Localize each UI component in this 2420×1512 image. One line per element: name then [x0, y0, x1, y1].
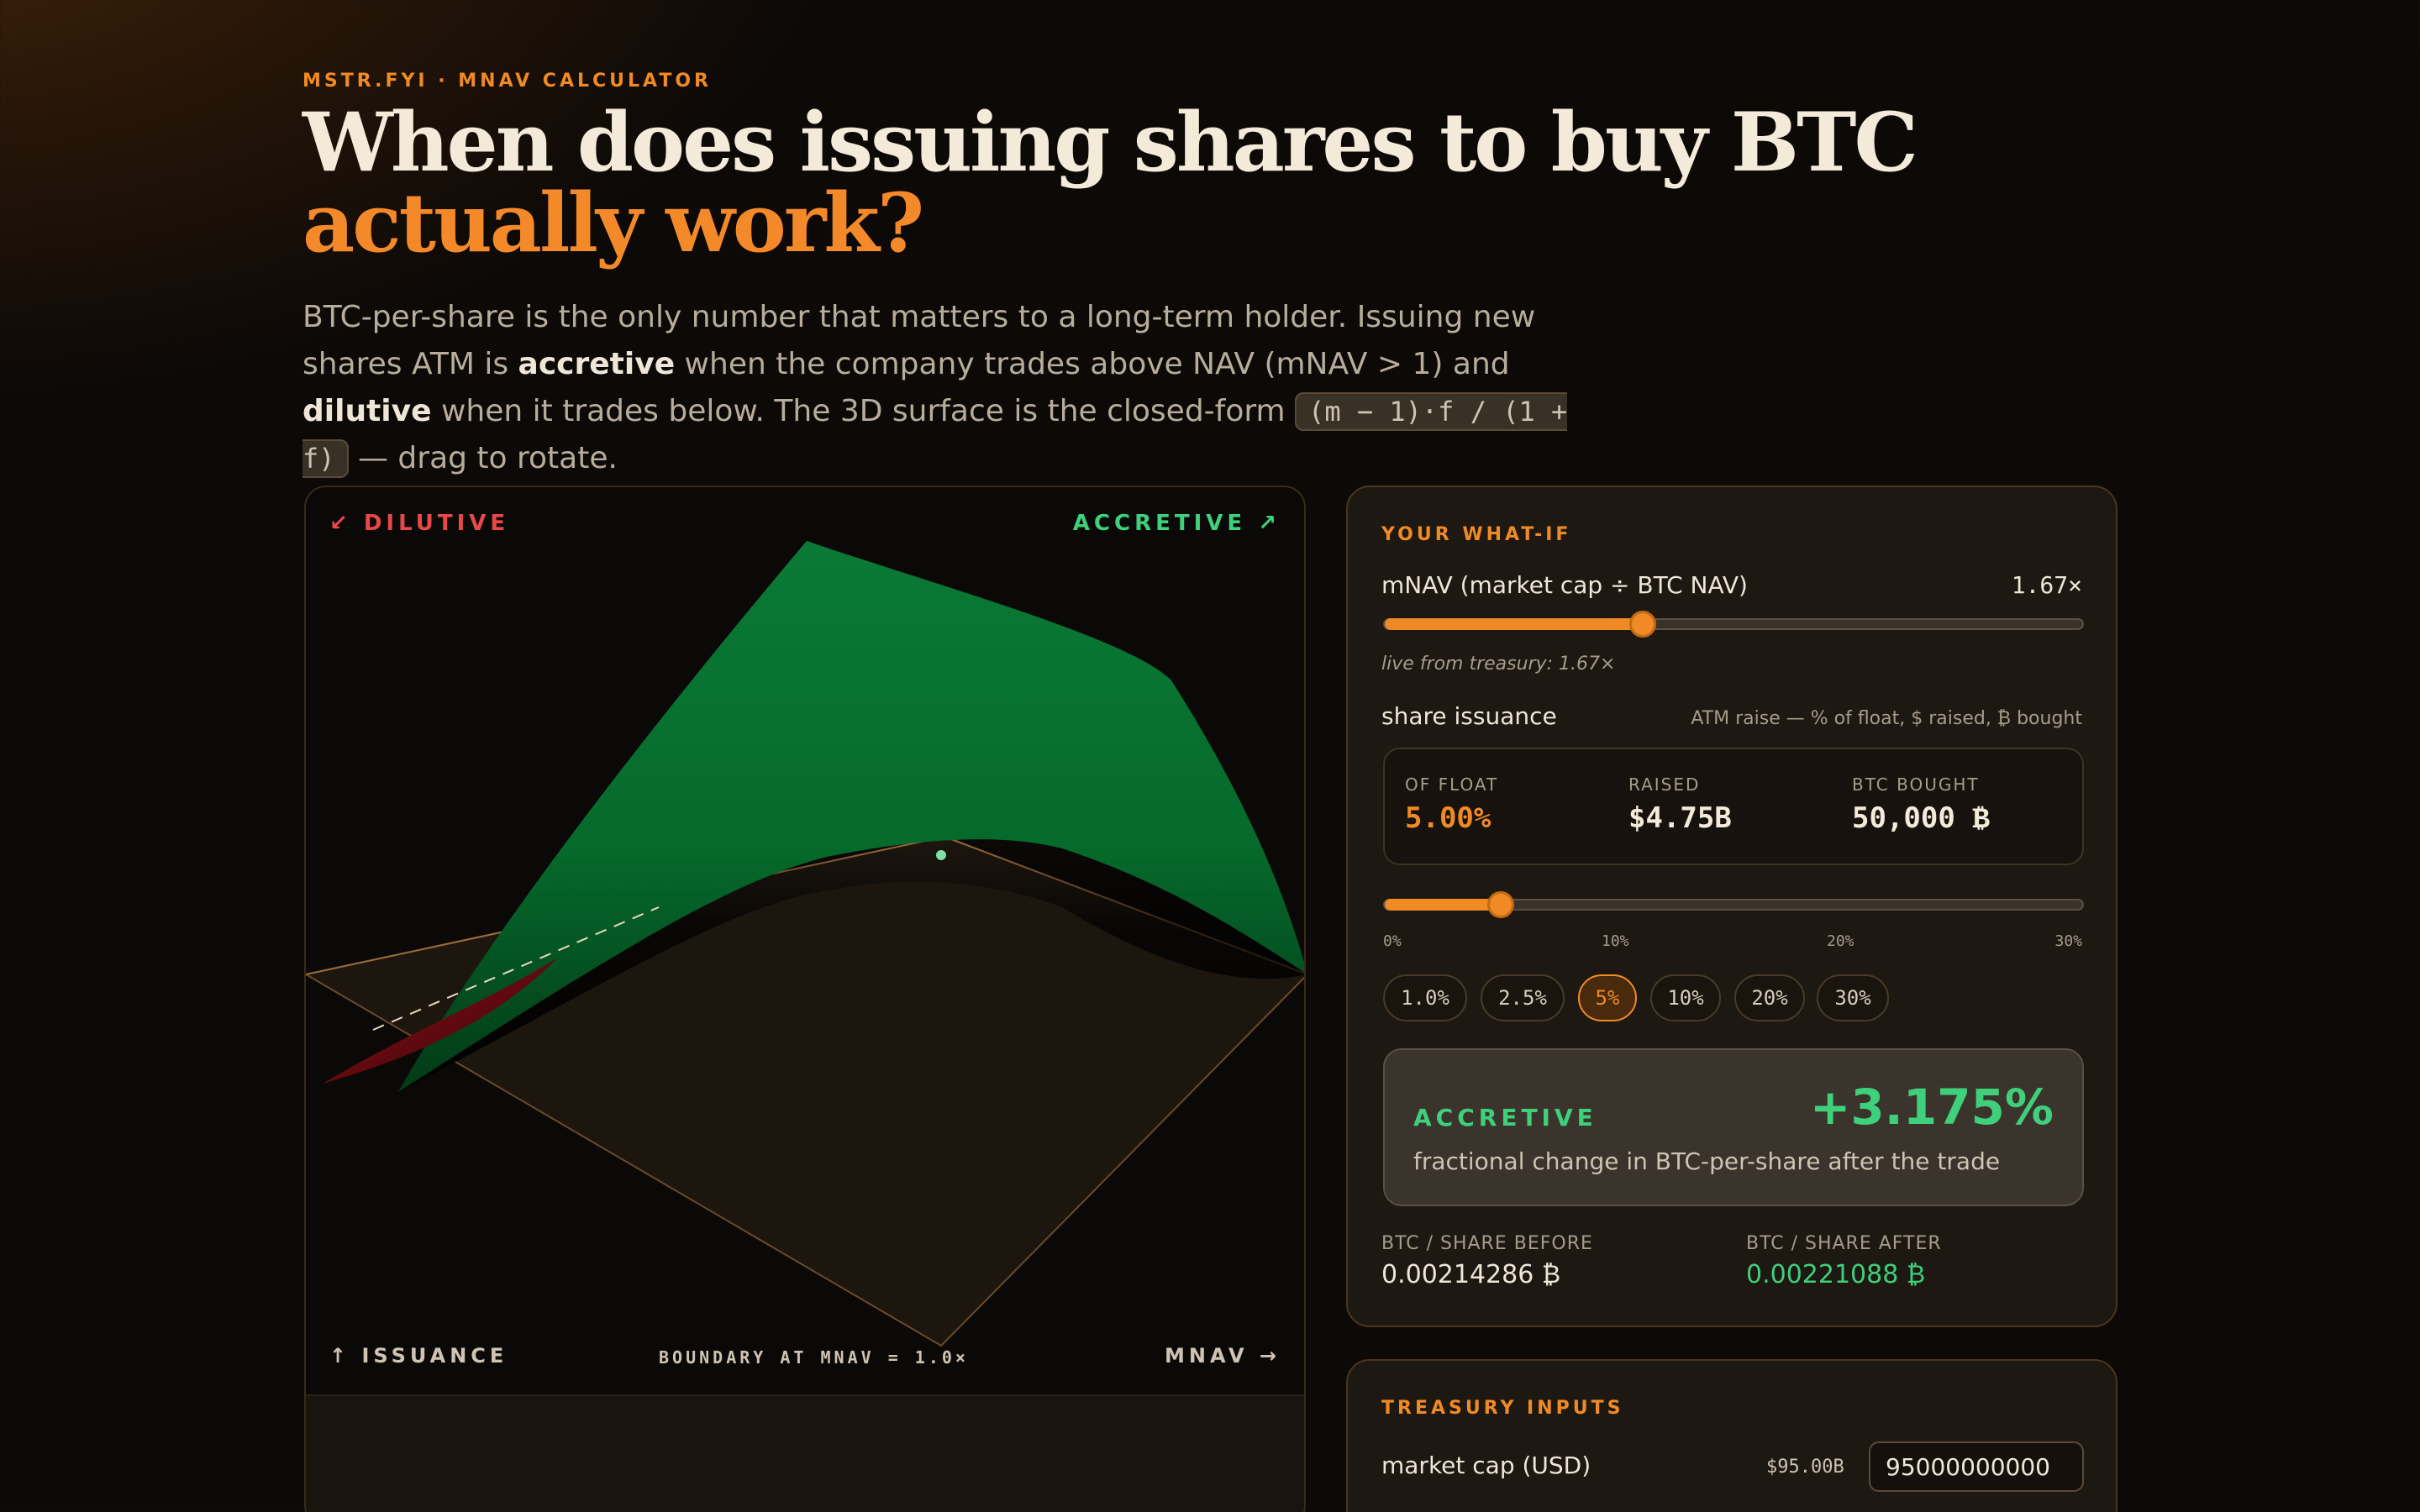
lede-part: — drag to rotate. [348, 441, 618, 475]
tick-label: 20% [1827, 932, 1854, 950]
whatif-card: YOUR WHAT-IF mNAV (market cap ÷ BTC NAV)… [1346, 486, 2118, 1327]
treasury-card: TREASURY INPUTS market cap (USD) $95.00B… [1346, 1359, 2118, 1512]
dilutive-surface [323, 958, 558, 1084]
lede-bold-dilutive: dilutive [302, 394, 432, 428]
boundary-label: BOUNDARY AT MNAV = 1.0× [659, 1347, 969, 1368]
btc-bought-value: 50,000 ₿ [1852, 801, 1990, 835]
preset-chip[interactable]: 30% [1817, 974, 1889, 1021]
surface-plot[interactable]: ↙ DILUTIVE ACCRETIVE ↗ ↑ ISSUANCE BOUNDA… [304, 486, 1306, 1512]
dilutive-label: ↙ DILUTIVE [329, 511, 510, 536]
boundary-line [372, 906, 660, 1031]
raised-value: $4.75B [1628, 801, 1732, 835]
surface-canvas[interactable] [306, 487, 1306, 1394]
tick-label: 0% [1383, 932, 1402, 950]
before-caption: BTC / SHARE BEFORE [1381, 1233, 1593, 1254]
tick-label: 30% [2054, 932, 2082, 950]
accretive-label: ACCRETIVE ↗ [1072, 511, 1281, 536]
mnav-value: 1.67× [2011, 571, 2082, 599]
preset-chip-active[interactable]: 5% [1578, 974, 1637, 1021]
whatif-title: YOUR WHAT-IF [1381, 524, 1572, 545]
mnav-slider-fill [1385, 618, 1643, 630]
issuance-label: share issuance [1381, 702, 1557, 730]
mnav-label: mNAV (market cap ÷ BTC NAV) [1381, 571, 1748, 599]
mnav-slider-thumb[interactable] [1629, 611, 1656, 638]
treasury-title: TREASURY INPUTS [1381, 1398, 1624, 1419]
issuance-slider-fill [1385, 899, 1501, 911]
result-description: fractional change in BTC-per-share after… [1413, 1147, 2001, 1175]
issuance-hint: ATM raise — % of float, $ raised, ₿ boug… [1691, 708, 2082, 729]
accretive-surface [398, 541, 1304, 1092]
market-cap-input[interactable]: 95000000000 [1869, 1441, 2084, 1492]
current-point-marker [936, 850, 946, 860]
title-accent: actually work? [302, 176, 924, 270]
preset-chip[interactable]: 2.5% [1481, 974, 1565, 1021]
eyebrow: MSTR.FYI · MNAV CALCULATOR [302, 71, 712, 92]
title-main: When does issuing shares to buy BTC [302, 95, 1918, 190]
plot-footer [306, 1394, 1304, 1512]
issuance-slider-thumb[interactable] [1487, 891, 1514, 918]
lede-part: when it trades below. The 3D surface is … [431, 394, 1296, 428]
issuance-axis-label: ↑ ISSUANCE [329, 1344, 508, 1368]
surface-shadow [398, 839, 1304, 1092]
page-title: When does issuing shares to buy BTC actu… [302, 102, 2151, 264]
float-caption: OF FLOAT [1405, 774, 1499, 795]
market-cap-label: market cap (USD) [1381, 1452, 1591, 1479]
intro-paragraph: BTC-per-share is the only number that ma… [302, 294, 1613, 482]
mnav-slider[interactable] [1383, 611, 2084, 638]
issuance-slider[interactable] [1383, 891, 2084, 918]
lede-part: BTC-per-share is the only number that ma… [302, 300, 1536, 381]
btc-bought-caption: BTC BOUGHT [1852, 774, 1980, 795]
after-value: 0.00221088 ₿ [1746, 1260, 1926, 1289]
mnav-axis-label: MNAV → [1165, 1344, 1281, 1368]
before-value: 0.00214286 ₿ [1381, 1260, 1561, 1289]
result-tag: ACCRETIVE [1413, 1104, 1597, 1131]
preset-chip[interactable]: 20% [1734, 974, 1805, 1021]
live-note: live from treasury: 1.67× [1381, 654, 1616, 675]
lede-part: when the company trades above NAV (mNAV … [675, 347, 1510, 381]
after-caption: BTC / SHARE AFTER [1746, 1233, 1942, 1254]
result-value: +3.175% [1809, 1079, 2054, 1136]
preset-chip[interactable]: 10% [1650, 974, 1721, 1021]
float-value: 5.00% [1405, 801, 1491, 835]
raised-caption: RAISED [1628, 774, 1701, 795]
issuance-stats: OF FLOAT 5.00% RAISED $4.75B BTC BOUGHT … [1383, 748, 2084, 865]
tick-label: 10% [1602, 932, 1629, 950]
lede-bold-accretive: accretive [518, 347, 676, 381]
result-box: ACCRETIVE +3.175% fractional change in B… [1383, 1048, 2084, 1206]
market-cap-short: $95.00B [1766, 1457, 1844, 1478]
preset-chip[interactable]: 1.0% [1383, 974, 1467, 1021]
